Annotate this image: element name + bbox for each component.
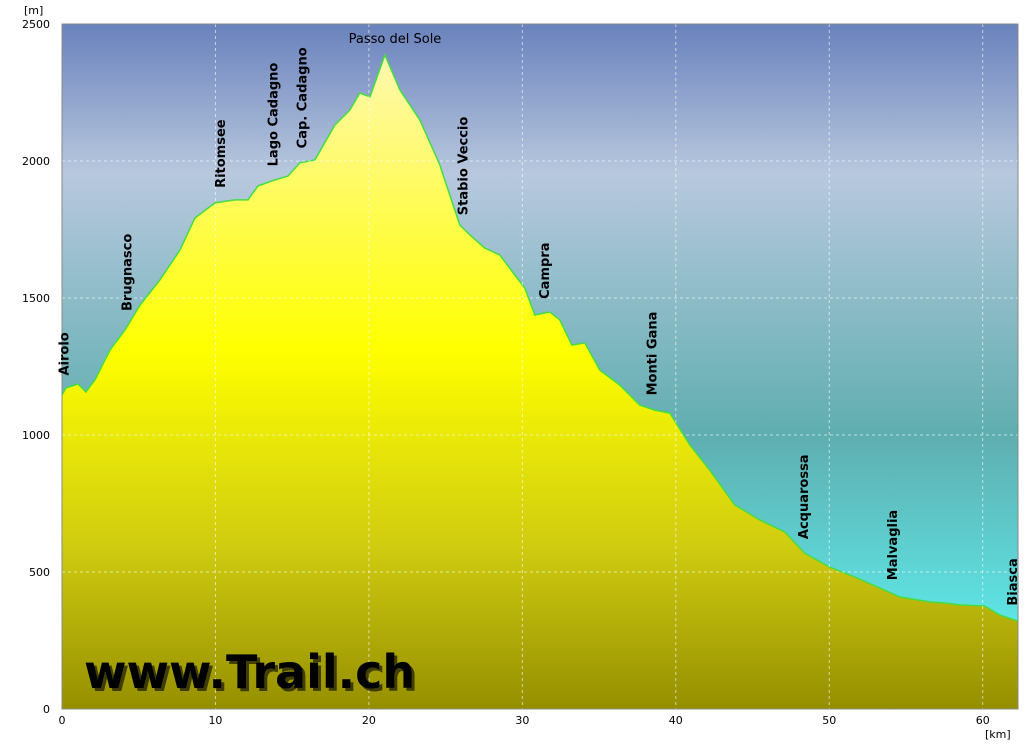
place-label: Passo del Sole — [349, 32, 442, 47]
profile-line — [61, 52, 1018, 622]
x-tick-label: 40 — [669, 714, 683, 727]
place-label: Monti Gana — [645, 312, 660, 396]
y-tick-label: 500 — [29, 566, 50, 579]
x-tick-label: 0 — [59, 714, 66, 727]
y-tick-label: 2000 — [22, 155, 50, 168]
x-tick-label: 10 — [208, 714, 222, 727]
place-label: Biasca — [1006, 558, 1021, 605]
place-label: Ritomsee — [214, 119, 229, 188]
place-label: Campra — [538, 243, 553, 299]
x-tick-label: 20 — [362, 714, 376, 727]
y-tick-label: 2500 — [22, 18, 50, 31]
watermark: www.Trail.ch — [84, 645, 415, 699]
y-tick-label: 1000 — [22, 429, 50, 442]
place-label: Lago Cadagno — [266, 63, 281, 167]
place-label: Acquarossa — [797, 454, 812, 539]
place-label: Cap. Cadagno — [295, 47, 310, 148]
x-tick-label: 50 — [822, 714, 836, 727]
place-label: Airolo — [58, 332, 73, 375]
y-unit: [m] — [24, 4, 43, 17]
area-fill — [62, 55, 1018, 709]
watermark-shadow: www.Trail.ch — [87, 648, 418, 702]
y-tick-label: 1500 — [22, 292, 50, 305]
plot-frame — [61, 23, 1019, 710]
x-tick-label: 60 — [976, 714, 990, 727]
y-tick-label: 0 — [43, 703, 50, 716]
place-label: Stabio Veccio — [457, 117, 472, 216]
place-label: Brugnasco — [120, 234, 135, 311]
x-tick-label: 30 — [515, 714, 529, 727]
place-label: Malvaglia — [886, 510, 901, 580]
x-unit: [km] — [985, 728, 1011, 741]
